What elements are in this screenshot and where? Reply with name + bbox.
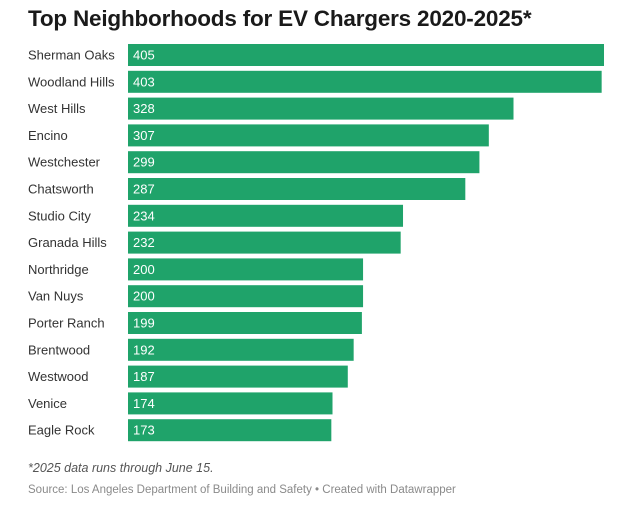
bar-eagle-rock (128, 419, 332, 442)
category-label-west-hills: West Hills (28, 101, 86, 116)
value-label-eagle-rock: 173 (133, 423, 155, 438)
bar-west-hills (128, 97, 514, 120)
bar-encino (128, 124, 489, 147)
bar-brentwood (128, 338, 354, 361)
bar-van-nuys (128, 285, 364, 308)
bar-granada-hills (128, 231, 401, 254)
category-label-eagle-rock: Eagle Rock (28, 423, 95, 438)
value-label-venice: 174 (133, 396, 155, 411)
category-label-westwood: Westwood (28, 369, 88, 384)
value-label-van-nuys: 200 (133, 289, 155, 304)
value-label-northridge: 200 (133, 262, 155, 277)
category-label-granada-hills: Granada Hills (28, 235, 107, 250)
value-label-studio-city: 234 (133, 208, 155, 223)
value-label-brentwood: 192 (133, 342, 155, 357)
category-label-encino: Encino (28, 128, 68, 143)
bar-sherman-oaks (128, 44, 604, 66)
category-label-chatsworth: Chatsworth (28, 182, 94, 197)
category-label-westchester: Westchester (28, 155, 101, 170)
value-label-chatsworth: 287 (133, 182, 155, 197)
bar-studio-city (128, 204, 404, 227)
category-label-brentwood: Brentwood (28, 342, 90, 357)
bar-venice (128, 392, 333, 415)
category-label-venice: Venice (28, 396, 67, 411)
chart-title: Top Neighborhoods for EV Chargers 2020-2… (28, 6, 532, 31)
value-label-westchester: 299 (133, 155, 155, 170)
value-label-granada-hills: 232 (133, 235, 155, 250)
category-label-sherman-oaks: Sherman Oaks (28, 48, 115, 63)
category-label-van-nuys: Van Nuys (28, 289, 84, 304)
category-label-porter-ranch: Porter Ranch (28, 316, 105, 331)
value-label-woodland-hills: 403 (133, 74, 155, 89)
value-label-encino: 307 (133, 128, 155, 143)
bar-woodland-hills (128, 70, 602, 93)
bar-chatsworth (128, 178, 466, 200)
value-label-west-hills: 328 (133, 101, 155, 116)
bar-porter-ranch (128, 312, 362, 334)
category-label-northridge: Northridge (28, 262, 89, 277)
chart-source: Source: Los Angeles Department of Buildi… (28, 484, 456, 496)
bar-westwood (128, 365, 348, 388)
category-label-studio-city: Studio City (28, 208, 91, 223)
bar-northridge (128, 258, 364, 281)
chart-footnote: *2025 data runs through June 15. (28, 461, 214, 475)
bar-westchester (128, 151, 480, 174)
value-label-porter-ranch: 199 (133, 316, 155, 331)
value-label-sherman-oaks: 405 (133, 48, 155, 63)
value-label-westwood: 187 (133, 369, 155, 384)
category-label-woodland-hills: Woodland Hills (28, 74, 115, 89)
